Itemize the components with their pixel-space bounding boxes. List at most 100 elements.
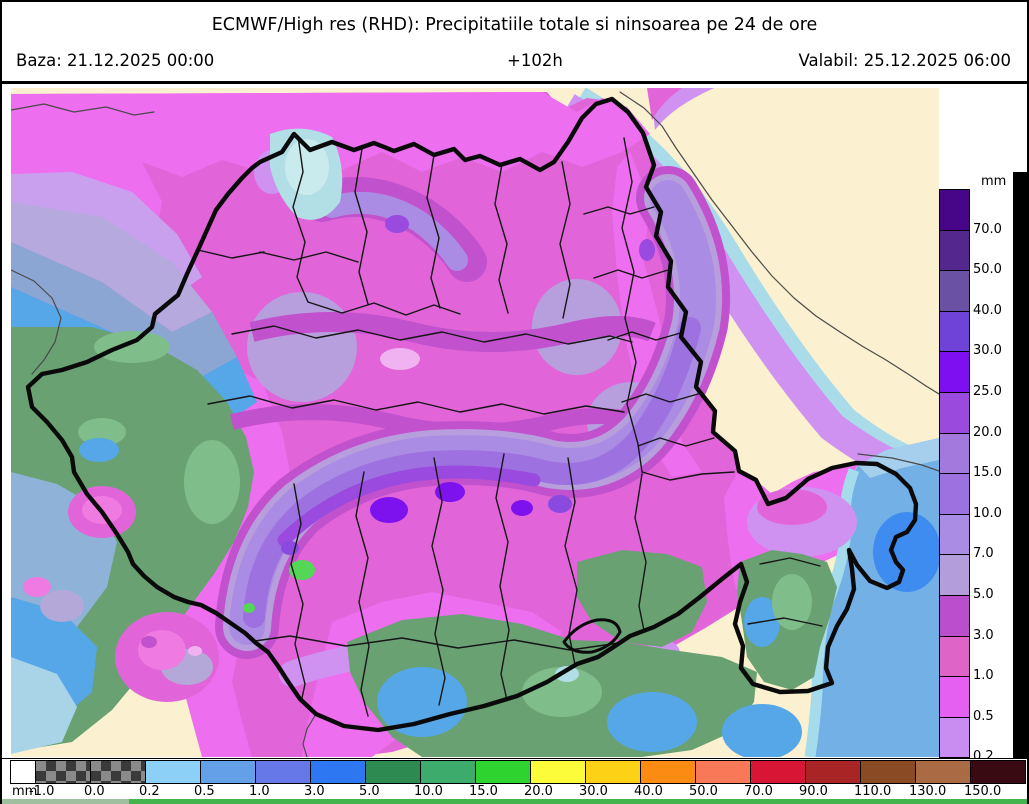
snow-legend-cell <box>939 676 970 718</box>
cyan-spot-south <box>555 666 579 682</box>
bright-green-spot <box>243 603 255 613</box>
precipitation-legend-cell <box>475 760 531 784</box>
base-time-label: Baza: 21.12.2025 00:00 <box>16 51 215 70</box>
precipitation-legend-cell <box>365 760 421 784</box>
danube-island-loop <box>562 618 622 654</box>
precipitation-legend-label: 30.0 <box>579 784 608 799</box>
green-light-south <box>522 667 602 717</box>
forecast-step-label: +102h <box>507 51 563 70</box>
snow-legend-label: 15.0 <box>973 465 1002 481</box>
snow-legend-label: 50.0 <box>973 262 1002 278</box>
delta-pink <box>757 489 827 525</box>
snow-legend-label: 1.0 <box>973 668 994 684</box>
snow-legend-cell <box>939 351 970 393</box>
precipitation-legend-label: 90.0 <box>799 784 828 799</box>
snow-legend-cell <box>939 716 970 759</box>
snow-legend-label: 5.0 <box>973 587 994 602</box>
snow-legend-cell <box>939 432 970 475</box>
snow-legend-label: 20.0 <box>973 424 1002 440</box>
green-light-dobrogea <box>772 574 812 630</box>
blue-patch-south <box>722 704 802 757</box>
maramures-core <box>385 215 409 233</box>
blue-patch-south <box>607 692 697 752</box>
snow-legend-label: 40.0 <box>973 302 1002 318</box>
romania-border <box>25 96 919 733</box>
snow-legend-label: 30.0 <box>973 343 1002 359</box>
snow-legend-cell <box>939 473 970 515</box>
snow-legend-cell <box>939 554 970 596</box>
snow-legend-cell <box>939 310 970 353</box>
green-east-bucharest <box>577 550 707 647</box>
transylvania-patch <box>247 292 357 402</box>
precipitation-legend-cell <box>585 760 641 784</box>
nw-steel-band <box>11 242 237 382</box>
snow-legend-unit: mm <box>981 174 1007 189</box>
precipitation-legend-label: 0.0 <box>84 784 105 799</box>
sw-highlight-spot <box>188 646 202 656</box>
precipitation-legend-cell <box>90 760 146 784</box>
snow-legend-cell <box>939 513 970 556</box>
precipitation-legend-cell <box>915 760 971 784</box>
page-title: ECMWF/High res (RHD): Precipitatiile tot… <box>2 2 1027 42</box>
precipitation-legend-cell <box>750 760 806 784</box>
precipitation-legend-label: 0.2 <box>139 784 160 799</box>
snow-legend-cell <box>939 595 970 637</box>
carpathian-snow-band <box>215 166 730 659</box>
precipitation-legend-label: 0.5 <box>194 784 215 799</box>
precipitation-legend-label: 10.0 <box>414 784 443 799</box>
map-layers <box>11 88 939 757</box>
valid-time-label: Valabil: 25.12.2025 06:00 <box>798 51 1011 70</box>
precipitation-legend-label: 110.0 <box>854 784 892 799</box>
precipitation-legend-cell <box>805 760 861 784</box>
precipitation-legend-cell <box>145 760 201 784</box>
ne-wedge-pink <box>647 88 682 120</box>
precipitation-legend-cell <box>35 760 91 784</box>
maramures-band-inner <box>321 191 468 271</box>
right-black-band <box>1013 172 1027 804</box>
precipitation-legend-unit: mm <box>12 784 38 799</box>
precipitation-legend-cell <box>310 760 366 784</box>
footer-strip-left <box>2 799 129 804</box>
precipitation-legend-cell <box>255 760 311 784</box>
snow-legend-cell <box>939 635 970 678</box>
nw-lavender-band <box>11 202 212 332</box>
snow-legend-label: 70.0 <box>973 221 1002 237</box>
precipitation-legend-cell <box>530 760 586 784</box>
precipitation-legend-cell <box>970 760 1026 784</box>
snow-legend-cell <box>939 270 970 312</box>
green-light-patch <box>184 440 240 524</box>
sea-pale-band <box>858 438 939 478</box>
highlight-spot <box>380 348 420 370</box>
county-borders <box>197 135 823 717</box>
blue-patch-west <box>79 438 119 462</box>
blue-patch-south <box>377 667 467 737</box>
orchid-snake-band <box>249 312 656 352</box>
precipitation-legend-cell <box>200 760 256 784</box>
precipitation-legend-label: 150.0 <box>964 784 1002 799</box>
sw-magenta-core <box>138 630 186 670</box>
precipitation-legend-label: 15.0 <box>469 784 498 799</box>
sw-violet-dot <box>141 636 157 648</box>
snow-legend-label: 25.0 <box>973 384 1002 399</box>
precipitation-legend-label: 20.0 <box>524 784 553 799</box>
precipitation-legend-label: 5.0 <box>359 784 380 799</box>
run-info-bar: Baza: 21.12.2025 00:00 +102h Valabil: 25… <box>2 42 1027 84</box>
snow-legend-cell <box>939 229 970 272</box>
snow-legend-label: 0.5 <box>973 708 994 724</box>
magenta-east-band <box>612 152 702 477</box>
precipitation-legend-label: 50.0 <box>689 784 718 799</box>
sw-magenta-dot <box>23 577 51 597</box>
sea-deep-blob <box>873 512 939 592</box>
sw-graylav-blob <box>40 590 84 622</box>
precipitation-legend-label: 130.0 <box>909 784 947 799</box>
precipitation-legend-label: -1.0 <box>29 784 55 799</box>
precipitation-legend-label: 40.0 <box>634 784 663 799</box>
map-canvas <box>11 88 939 757</box>
precipitation-legend-cell <box>860 760 916 784</box>
neighbor-borders <box>11 91 939 757</box>
bright-green-spot <box>289 560 315 580</box>
snow-legend-cell <box>939 392 970 434</box>
snow-legend-label: 10.0 <box>973 505 1002 521</box>
green-light-patch <box>94 331 170 363</box>
